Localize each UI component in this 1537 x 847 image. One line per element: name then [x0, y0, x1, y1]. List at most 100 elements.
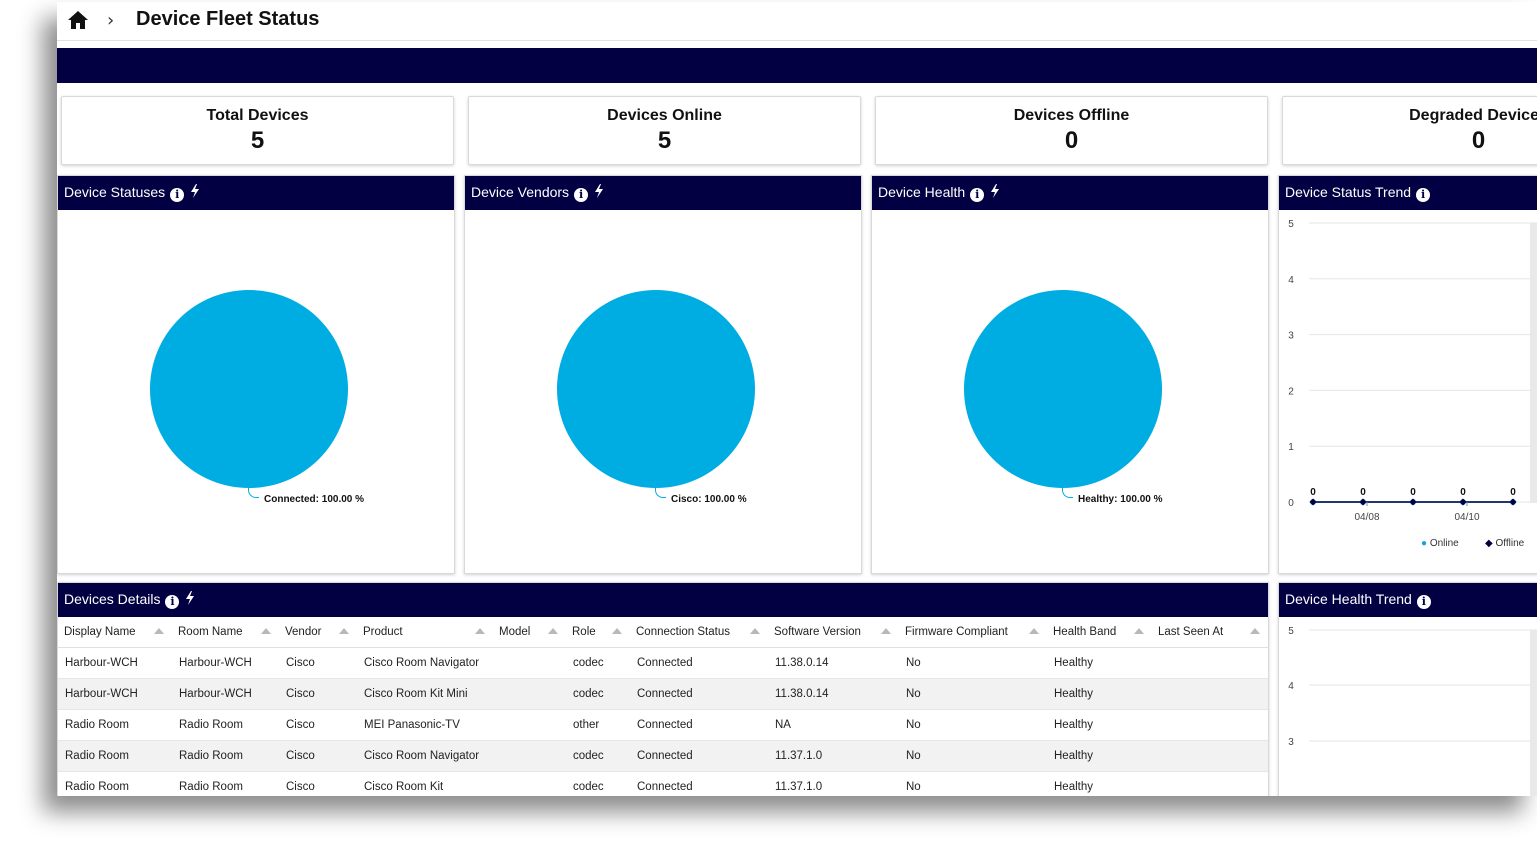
table-cell: MEI Panasonic-TV: [357, 709, 493, 741]
bolt-icon[interactable]: [185, 591, 195, 605]
table-cell: No: [899, 678, 1047, 710]
data-label: 0: [1310, 487, 1316, 498]
info-icon[interactable]: i: [1416, 595, 1431, 609]
stat-card-degraded: Degraded Devices 0: [1282, 96, 1537, 165]
table-cell: 11.38.0.14: [768, 647, 899, 679]
y-tick-label: 2: [1288, 386, 1294, 397]
table-row[interactable]: Harbour-WCH Harbour-WCH Cisco Cisco Room Na…: [58, 647, 1268, 679]
table-row[interactable]: Radio Room Radio Room Cisco Cisco Room Kit c…: [58, 771, 1268, 796]
column-header[interactable]: Model: [493, 617, 566, 648]
sort-arrow-icon[interactable]: [261, 628, 271, 634]
sort-arrow-icon[interactable]: [154, 628, 164, 634]
devices-table: Display Name Room Name Vendor Product Model R…: [58, 617, 1268, 796]
column-header[interactable]: Role: [566, 617, 630, 648]
table-row[interactable]: Harbour-WCH Harbour-WCH Cisco Cisco Room Ki…: [58, 678, 1268, 710]
home-icon[interactable]: [67, 10, 89, 30]
legend-label: Offline: [1495, 538, 1525, 549]
legend-label: Online: [1429, 538, 1459, 549]
sort-arrow-icon[interactable]: [612, 628, 622, 634]
breadcrumb: › Device Fleet Status: [57, 2, 1537, 41]
pie-leader-line: [655, 485, 666, 498]
table-row[interactable]: Radio Room Radio Room Cisco MEI Panasonic-T…: [58, 709, 1268, 741]
stat-label: Degraded Devices: [1409, 107, 1537, 124]
info-icon[interactable]: i: [1416, 188, 1431, 202]
status-trend-chart: 0 1 2 3 4 5 0 0 0 0 0 04/08 04/10: [1288, 219, 1537, 523]
table-cell: [493, 647, 566, 679]
y-tick-label: 4: [1288, 275, 1294, 286]
data-point-offline: [1359, 498, 1367, 506]
column-header[interactable]: Product: [357, 617, 493, 648]
sort-arrow-icon[interactable]: [475, 628, 485, 634]
column-header[interactable]: Firmware Compliant: [899, 617, 1047, 648]
table-header-row: Display Name Room Name Vendor Product Model R…: [58, 617, 1268, 648]
bolt-icon[interactable]: [190, 184, 200, 198]
column-header[interactable]: Health Band: [1047, 617, 1152, 648]
y-tick-label: 4: [1288, 681, 1294, 692]
sort-arrow-icon[interactable]: [881, 628, 891, 634]
table-cell: No: [899, 771, 1047, 796]
pie-slice-healthy[interactable]: [964, 290, 1162, 488]
legend-offline[interactable]: ◆ Offline: [1485, 538, 1525, 549]
x-tick-label: 04/10: [1454, 512, 1479, 523]
data-point-offline: [1459, 498, 1467, 506]
table-cell: Radio Room: [172, 771, 279, 796]
info-icon[interactable]: i: [165, 595, 180, 609]
table-cell: Radio Room: [58, 771, 172, 796]
table-cell: [493, 678, 566, 710]
table-cell: Connected: [630, 709, 768, 741]
y-tick-label: 1: [1288, 442, 1294, 453]
legend-online[interactable]: ● Online: [1421, 538, 1459, 549]
table-cell: 11.38.0.14: [768, 678, 899, 710]
device-vendors-panel: Device Vendors i Cisco: 100.00 %: [464, 175, 862, 574]
table-cell: [1152, 709, 1268, 741]
table-cell: [493, 771, 566, 796]
table-cell: Healthy: [1047, 771, 1152, 796]
bolt-icon[interactable]: [990, 184, 1000, 198]
column-header-label: Model: [499, 626, 531, 638]
column-header[interactable]: Vendor: [279, 617, 357, 648]
stat-card-online: Devices Online 5: [468, 96, 861, 165]
info-icon[interactable]: i: [170, 188, 185, 202]
bolt-icon[interactable]: [594, 184, 604, 198]
panel-title: Device Health Trend: [1285, 591, 1412, 607]
table-cell: Radio Room: [172, 740, 279, 772]
scrollbar-track: [1530, 630, 1537, 796]
column-header[interactable]: Software Version: [768, 617, 899, 648]
table-cell: Healthy: [1047, 647, 1152, 679]
panel-title: Devices Details: [64, 591, 161, 607]
column-header[interactable]: Connection Status: [630, 617, 768, 648]
column-header[interactable]: Display Name: [58, 617, 172, 648]
column-header[interactable]: Last Seen At: [1152, 617, 1268, 648]
sort-arrow-icon[interactable]: [750, 628, 760, 634]
column-header-label: Display Name: [64, 626, 136, 638]
sort-arrow-icon[interactable]: [1250, 628, 1260, 634]
table-cell: Harbour-WCH: [58, 647, 172, 679]
sort-arrow-icon[interactable]: [548, 628, 558, 634]
sort-arrow-icon[interactable]: [339, 628, 349, 634]
data-label: 0: [1510, 487, 1516, 498]
pie-slice-connected[interactable]: [150, 290, 348, 488]
table-cell: [1152, 678, 1268, 710]
data-label: 0: [1410, 487, 1416, 498]
table-cell: [493, 709, 566, 741]
table-cell: Cisco Room Kit: [357, 771, 493, 796]
table-cell: [1152, 740, 1268, 772]
column-header[interactable]: Room Name: [172, 617, 279, 648]
table-cell: No: [899, 740, 1047, 772]
pie-data-label: Cisco: 100.00 %: [671, 494, 747, 505]
device-statuses-panel: Device Statuses i Connected: 100.00 %: [57, 175, 455, 574]
table-cell: Harbour-WCH: [172, 647, 279, 679]
table-cell: Healthy: [1047, 740, 1152, 772]
data-point-offline: [1509, 498, 1517, 506]
stat-label: Devices Online: [607, 107, 722, 124]
info-icon[interactable]: i: [970, 188, 985, 202]
panel-header: Devices Details i: [58, 583, 1268, 617]
table-cell: codec: [566, 678, 630, 710]
dashboard-window: › Device Fleet Status Total Devices 5 De…: [57, 2, 1537, 796]
sort-arrow-icon[interactable]: [1029, 628, 1039, 634]
stat-label: Devices Offline: [1013, 107, 1130, 124]
sort-arrow-icon[interactable]: [1134, 628, 1144, 634]
table-row[interactable]: Radio Room Radio Room Cisco Cisco Room Navi…: [58, 740, 1268, 772]
pie-slice-cisco[interactable]: [557, 290, 755, 488]
info-icon[interactable]: i: [574, 188, 589, 202]
